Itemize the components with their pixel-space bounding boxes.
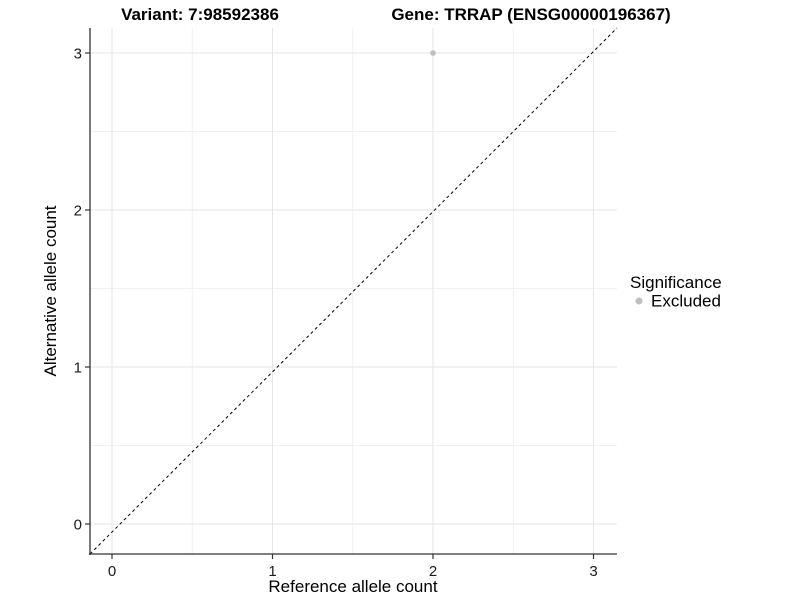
plot-title-gene: Gene: TRRAP (ENSG00000196367) xyxy=(391,5,670,24)
x-tick-label: 3 xyxy=(589,563,597,580)
legend-key-dot xyxy=(635,297,643,305)
data-point xyxy=(430,50,436,56)
y-tick-label: 0 xyxy=(74,517,82,534)
legend: Significance Excluded xyxy=(630,273,722,311)
gridlines-major xyxy=(90,28,617,554)
y-tick-label: 3 xyxy=(74,46,82,63)
y-axis-title: Alternative allele count xyxy=(41,205,60,376)
data-points xyxy=(430,50,436,56)
legend-item-label: Excluded xyxy=(651,292,721,311)
y-axis-ticks: 0 1 2 3 xyxy=(74,46,90,534)
identity-line xyxy=(89,27,618,555)
x-tick-label: 1 xyxy=(268,563,276,580)
y-tick-label: 2 xyxy=(74,203,82,220)
gridlines-minor xyxy=(90,28,617,554)
y-tick-label: 1 xyxy=(74,360,82,377)
x-axis-ticks: 0 1 2 3 xyxy=(108,554,598,580)
x-axis-title: Reference allele count xyxy=(268,577,437,596)
legend-title: Significance xyxy=(630,273,722,292)
x-tick-label: 0 xyxy=(108,563,116,580)
plot-title-variant: Variant: 7:98592386 xyxy=(121,5,279,24)
x-tick-label: 2 xyxy=(429,563,437,580)
legend-items: Excluded xyxy=(635,292,721,311)
